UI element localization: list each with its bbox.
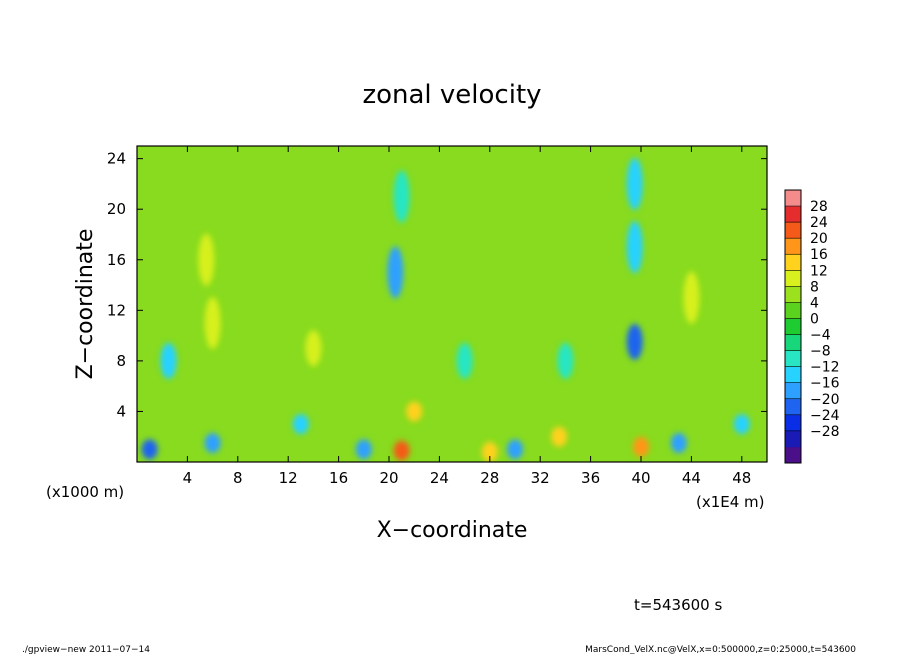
x-tick-label: 44 <box>682 469 701 487</box>
colorbar-label: 28 <box>810 199 828 215</box>
heatmap-feature <box>160 342 177 379</box>
colorbar-swatch <box>785 302 801 319</box>
heatmap-feature <box>481 441 498 462</box>
colorbar-swatch <box>785 206 801 223</box>
colorbar-swatch <box>785 382 801 400</box>
colorbar-swatch <box>785 286 801 303</box>
heatmap-feature <box>141 439 158 460</box>
x-tick-label: 40 <box>631 469 650 487</box>
y-axis-ticks: 4 8 12 16 20 24 <box>107 150 767 420</box>
colorbar-label: 0 <box>810 311 819 327</box>
y-axis-label: Z−coordinate <box>73 229 98 380</box>
heatmap-feature <box>557 342 574 379</box>
heatmap-feature <box>507 439 523 460</box>
colorbar-label: 4 <box>810 295 819 311</box>
x-axis-ticks: 4 8 12 16 20 24 28 32 36 40 44 48 <box>183 146 751 487</box>
x-tick-label: 32 <box>531 469 550 487</box>
y-tick-label: 16 <box>107 251 126 269</box>
y-tick-label: 20 <box>107 200 126 218</box>
heatmap-feature <box>456 342 473 379</box>
x-tick-label: 20 <box>379 469 398 487</box>
heatmap-feature <box>733 414 750 435</box>
time-label: t=543600 s <box>634 596 722 614</box>
colorbar-swatch <box>785 350 801 367</box>
y-tick-label: 8 <box>116 352 126 370</box>
colorbar-label: 8 <box>810 279 819 295</box>
x-tick-label: 4 <box>183 469 193 487</box>
colorbar-label: −20 <box>810 392 840 408</box>
heatmap-feature <box>393 440 410 461</box>
heatmap-feature <box>633 436 649 457</box>
heatmap-feature <box>355 439 372 460</box>
heatmap-feature <box>406 401 423 422</box>
x-tick-label: 48 <box>732 469 751 487</box>
colorbar-swatch <box>785 318 801 335</box>
x-tick-label: 36 <box>581 469 600 487</box>
colorbar-swatch <box>785 430 801 448</box>
colorbar-label: 20 <box>810 231 828 247</box>
colorbar-swatch <box>785 254 801 271</box>
x-axis-label: X−coordinate <box>377 518 528 543</box>
y-unit-label: (x1000 m) <box>46 483 124 501</box>
chart-title: zonal velocity <box>362 80 541 110</box>
plot-frame <box>136 145 768 463</box>
plot-background <box>137 146 767 462</box>
y-tick-label: 24 <box>107 150 126 168</box>
heatmap-feature <box>292 414 309 435</box>
footer-left: ./gpview−new 2011−07−14 <box>22 645 150 654</box>
colorbar-label: −16 <box>810 376 840 392</box>
x-tick-label: 8 <box>233 469 243 487</box>
heatmap-feature <box>393 170 410 223</box>
colorbar-frame <box>784 189 802 464</box>
colorbar-label: 24 <box>810 215 828 231</box>
colorbar-swatch <box>785 414 801 432</box>
x-tick-label: 24 <box>430 469 449 487</box>
x-unit-label: (x1E4 m) <box>696 493 765 511</box>
x-tick-label: 16 <box>329 469 348 487</box>
heatmap-feature <box>551 426 568 447</box>
colorbar-swatch <box>785 270 801 287</box>
heatmap-feature <box>387 246 404 299</box>
heatmap-feature <box>626 323 643 360</box>
y-tick-label: 4 <box>116 402 126 420</box>
heatmap-feature <box>683 271 700 324</box>
colorbar-label: −8 <box>810 344 831 360</box>
colorbar-label: 16 <box>810 247 828 263</box>
colorbar-label: 12 <box>810 263 828 279</box>
colorbar-swatch <box>785 398 801 416</box>
heatmap-feature <box>670 433 687 454</box>
x-tick-label: 12 <box>279 469 298 487</box>
heatmap-feature <box>305 330 322 367</box>
colorbar-swatch <box>785 190 801 207</box>
y-tick-label: 12 <box>107 301 126 319</box>
footer-right: MarsCond_VelX.nc@VelX,x=0:500000,z=0:250… <box>585 645 856 654</box>
heatmap-field <box>141 157 750 462</box>
colorbar-label: −28 <box>810 424 840 440</box>
colorbar-label: −24 <box>810 408 840 424</box>
colorbar-label: −12 <box>810 360 840 376</box>
colorbar-swatch <box>785 334 801 351</box>
heatmap-feature <box>626 221 643 274</box>
colorbar-swatch <box>785 366 801 384</box>
colorbar-swatch <box>785 222 801 239</box>
colorbar-label: −4 <box>810 328 831 344</box>
heatmap-feature <box>204 296 221 349</box>
colorbar-swatch <box>785 238 801 255</box>
x-tick-label: 28 <box>480 469 499 487</box>
heatmap-feature <box>198 233 215 286</box>
heatmap-feature <box>626 157 643 210</box>
heatmap-feature <box>204 433 221 454</box>
colorbar-swatch <box>785 446 801 464</box>
